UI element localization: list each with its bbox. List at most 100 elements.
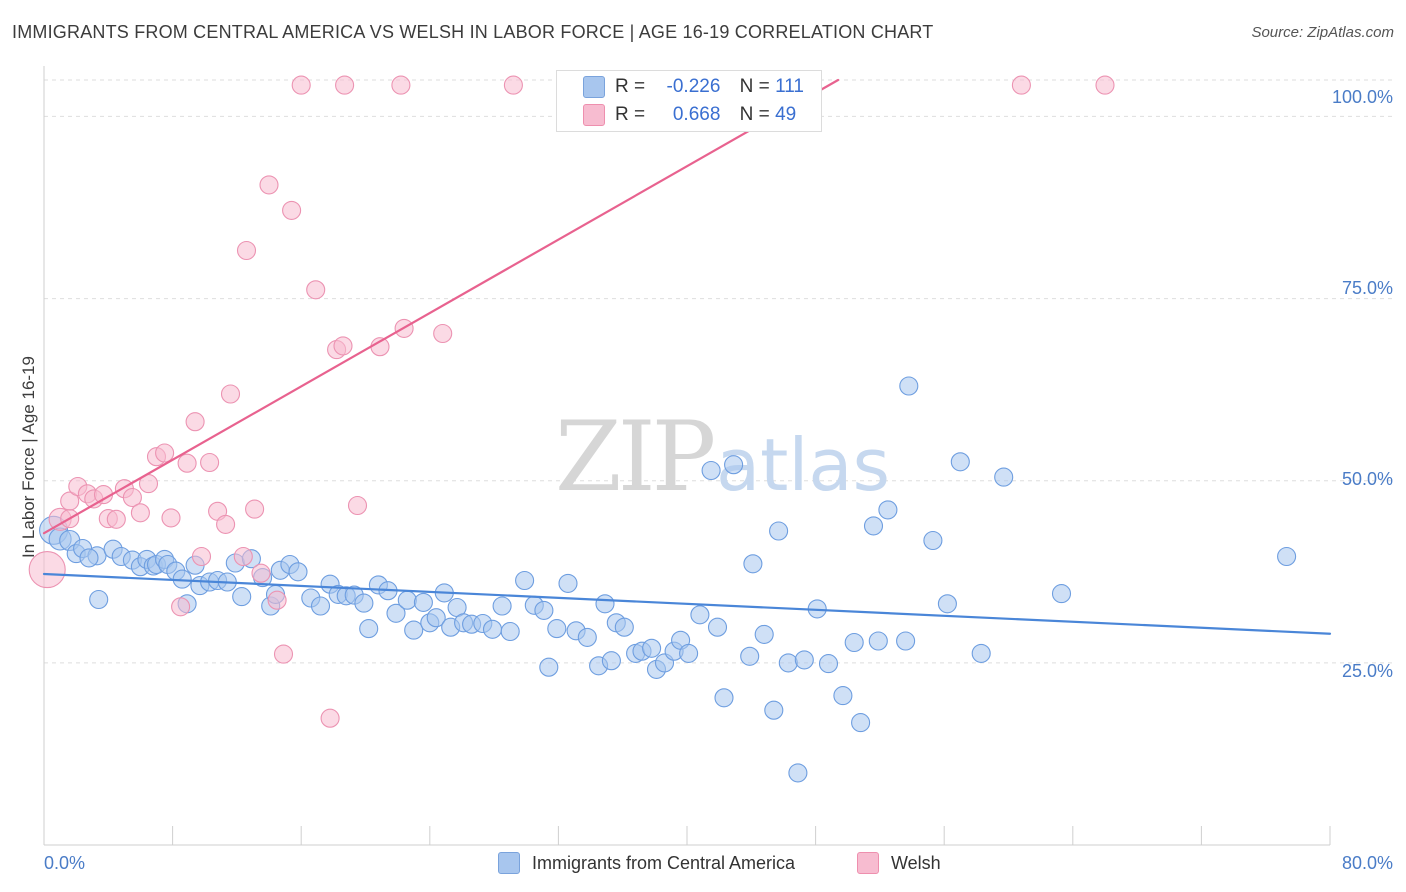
data-point-central-america <box>482 619 503 639</box>
data-point-welsh <box>200 452 220 473</box>
data-point-central-america <box>794 650 814 670</box>
data-point-central-america <box>359 619 379 639</box>
data-point-central-america <box>426 608 446 628</box>
data-point-central-america <box>79 548 99 568</box>
watermark-zip: ZIP <box>555 401 714 513</box>
data-point-central-america <box>397 590 417 610</box>
y-tick-25: 25.0% <box>1342 661 1393 681</box>
watermark-atlas: atlas <box>716 423 890 507</box>
zipatlas-watermark: ZIP atlas <box>555 401 890 513</box>
data-point-central-america <box>690 605 710 625</box>
data-point-central-america <box>714 688 734 708</box>
data-point-welsh <box>155 443 175 463</box>
data-point-central-america <box>701 460 721 481</box>
data-point-welsh <box>1095 75 1115 95</box>
legend-label-welsh: Welsh <box>891 852 941 873</box>
axis-ticks <box>43 826 1331 845</box>
data-point-welsh <box>259 175 279 195</box>
data-point-welsh <box>233 546 253 567</box>
data-point-central-america <box>899 376 919 396</box>
source-credit: Source: ZipAtlas.com <box>1251 24 1394 41</box>
data-point-central-america <box>492 596 512 616</box>
legend-item-welsh[interactable]: Welsh <box>857 852 941 874</box>
data-point-central-america <box>534 600 554 620</box>
y-tick-100: 100.0% <box>1332 87 1393 107</box>
legend-n-value: 111 <box>775 76 804 97</box>
x-tick-max: 80.0% <box>1342 853 1393 873</box>
data-point-central-america <box>232 587 252 607</box>
data-point-central-america <box>601 651 621 671</box>
legend-r-value: -0.226 <box>666 76 721 97</box>
legend-r-label: R = <box>615 104 646 125</box>
chart-title: IMMIGRANTS FROM CENTRAL AMERICA VS WELSH… <box>12 22 934 42</box>
data-point-central-america <box>413 592 433 612</box>
data-point-central-america <box>404 620 424 640</box>
data-point-central-america <box>354 593 374 613</box>
data-point-central-america <box>707 617 728 637</box>
data-point-welsh <box>177 453 197 473</box>
data-point-central-america <box>740 646 760 666</box>
data-point-central-america <box>764 700 784 720</box>
data-point-welsh <box>161 508 181 528</box>
series-central-america <box>39 376 1297 783</box>
data-point-central-america <box>1277 546 1297 567</box>
data-point-central-america <box>500 621 520 642</box>
data-point-central-america <box>833 686 853 706</box>
data-point-welsh <box>291 75 311 95</box>
data-point-central-america <box>778 653 798 673</box>
data-point-welsh <box>320 708 340 728</box>
data-point-welsh <box>306 280 326 300</box>
data-point-central-america <box>743 554 763 574</box>
data-point-welsh <box>191 546 212 567</box>
data-point-central-america <box>1051 584 1072 604</box>
data-point-welsh <box>1011 75 1031 95</box>
data-point-welsh <box>220 384 241 404</box>
data-point-central-america <box>539 657 559 677</box>
data-point-welsh <box>333 336 353 356</box>
data-point-central-america <box>868 631 888 651</box>
legend-swatch-blue <box>498 852 520 874</box>
data-point-central-america <box>971 643 991 663</box>
data-point-central-america <box>923 530 943 551</box>
data-point-welsh <box>185 412 205 432</box>
data-point-welsh <box>28 551 66 589</box>
legend-swatch-blue <box>583 76 605 98</box>
legend-item-central-america[interactable]: Immigrants from Central America <box>498 852 795 874</box>
legend-n-label: N = <box>739 76 770 97</box>
data-point-welsh <box>347 495 368 516</box>
x-tick-min: 0.0% <box>44 853 85 873</box>
correlation-legend: R = -0.226 N = 111 R = 0.668 N = 49 <box>556 70 822 132</box>
trend-line-welsh <box>42 78 840 535</box>
data-point-welsh <box>60 491 80 511</box>
data-point-welsh <box>391 75 411 95</box>
data-point-central-america <box>386 603 406 623</box>
legend-r-label: R = <box>615 76 646 97</box>
data-point-central-america <box>950 452 970 472</box>
data-point-welsh <box>130 503 150 523</box>
data-point-welsh <box>236 240 257 261</box>
trend-line-central-america <box>42 572 1332 635</box>
data-point-welsh <box>106 509 126 529</box>
data-point-central-america <box>547 619 567 639</box>
data-point-welsh <box>273 644 294 664</box>
legend-r-value: 0.668 <box>672 104 721 125</box>
data-point-central-america <box>851 713 871 733</box>
data-point-central-america <box>724 455 744 475</box>
data-point-welsh <box>245 499 265 519</box>
data-point-central-america <box>937 594 957 614</box>
data-point-welsh <box>282 200 302 220</box>
data-point-welsh <box>216 514 236 534</box>
data-point-central-america <box>878 500 898 520</box>
data-point-central-america <box>642 638 662 658</box>
legend-n-label: N = <box>739 104 770 125</box>
legend-n-value: 49 <box>775 104 797 125</box>
data-point-central-america <box>577 627 597 647</box>
data-point-central-america <box>558 573 578 593</box>
legend-swatch-pink <box>583 104 605 126</box>
y-tick-75: 75.0% <box>1342 278 1393 298</box>
data-point-central-america <box>863 516 884 536</box>
data-point-central-america <box>595 594 615 614</box>
data-point-welsh <box>122 487 142 508</box>
data-point-welsh <box>267 590 287 610</box>
y-tick-50: 50.0% <box>1342 469 1393 489</box>
